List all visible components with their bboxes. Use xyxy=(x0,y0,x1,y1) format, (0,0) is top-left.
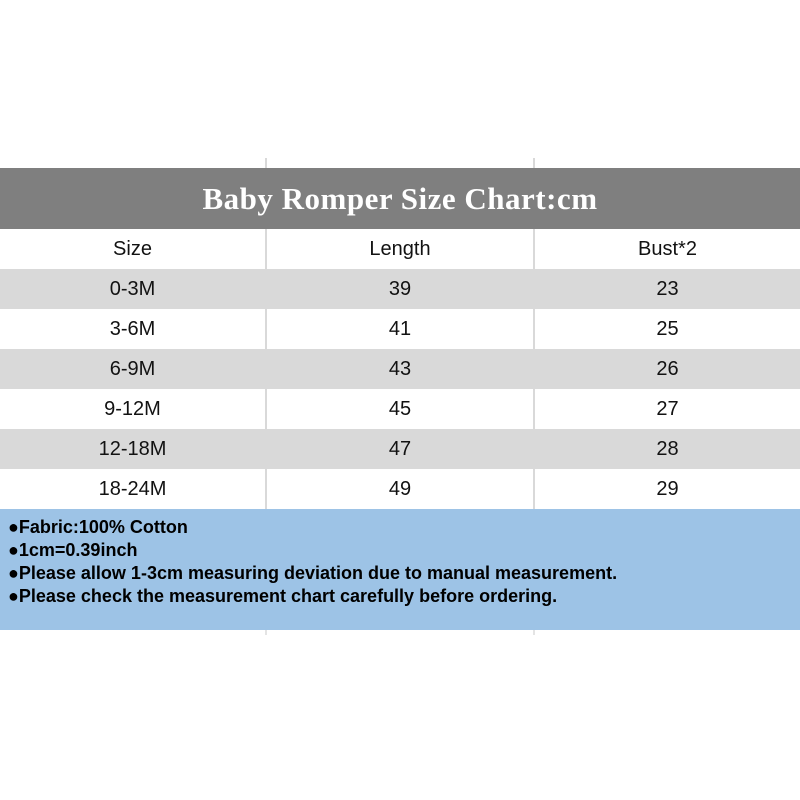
table-row: 3-6M 41 25 xyxy=(0,309,800,349)
cell-size: 12-18M xyxy=(98,437,167,460)
table-row: 18-24M 49 29 xyxy=(0,469,800,509)
cell-length: 49 xyxy=(265,469,535,509)
table-row: 6-9M 43 26 xyxy=(0,349,800,389)
cell-size: 0-3M xyxy=(109,277,156,300)
column-border-stub xyxy=(265,630,267,635)
cell-size: 6-9M xyxy=(109,357,156,380)
table-header-row: Size Length Bust*2 xyxy=(0,229,800,269)
cell-length: 43 xyxy=(265,349,535,389)
cell-length: 45 xyxy=(265,389,535,429)
note-check-chart: ●Please check the measurement chart care… xyxy=(8,586,558,606)
cell-bust: 23 xyxy=(656,277,679,300)
column-border-stub xyxy=(533,158,535,168)
cell-length: 39 xyxy=(265,269,535,309)
size-table: Size Length Bust*2 0-3M 39 23 3-6M 41 25… xyxy=(0,229,800,509)
column-header-bust: Bust*2 xyxy=(638,237,697,260)
column-header-size: Size xyxy=(113,237,152,260)
column-border-stub xyxy=(265,158,267,168)
cell-bust: 25 xyxy=(656,317,679,340)
cell-size: 9-12M xyxy=(104,397,161,420)
chart-title-bar: Baby Romper Size Chart:cm xyxy=(0,168,800,229)
cell-size: 3-6M xyxy=(109,317,156,340)
table-row: 9-12M 45 27 xyxy=(0,389,800,429)
cell-bust: 29 xyxy=(656,477,679,500)
cell-length: 41 xyxy=(265,309,535,349)
chart-title: Baby Romper Size Chart:cm xyxy=(202,180,598,216)
cell-bust: 28 xyxy=(656,437,679,460)
column-border-stub xyxy=(533,630,535,635)
cell-size: 18-24M xyxy=(98,477,167,500)
table-row: 0-3M 39 23 xyxy=(0,269,800,309)
note-measuring-deviation: ●Please allow 1-3cm measuring deviation … xyxy=(8,563,618,583)
note-unit-conversion: ●1cm=0.39inch xyxy=(8,540,138,560)
column-header-length: Length xyxy=(265,229,535,269)
cell-bust: 26 xyxy=(656,357,679,380)
cell-bust: 27 xyxy=(656,397,679,420)
table-row: 12-18M 47 28 xyxy=(0,429,800,469)
note-fabric: ●Fabric:100% Cotton xyxy=(8,517,188,537)
cell-length: 47 xyxy=(265,429,535,469)
notes-panel: ●Fabric:100% Cotton ●1cm=0.39inch ●Pleas… xyxy=(0,509,800,630)
